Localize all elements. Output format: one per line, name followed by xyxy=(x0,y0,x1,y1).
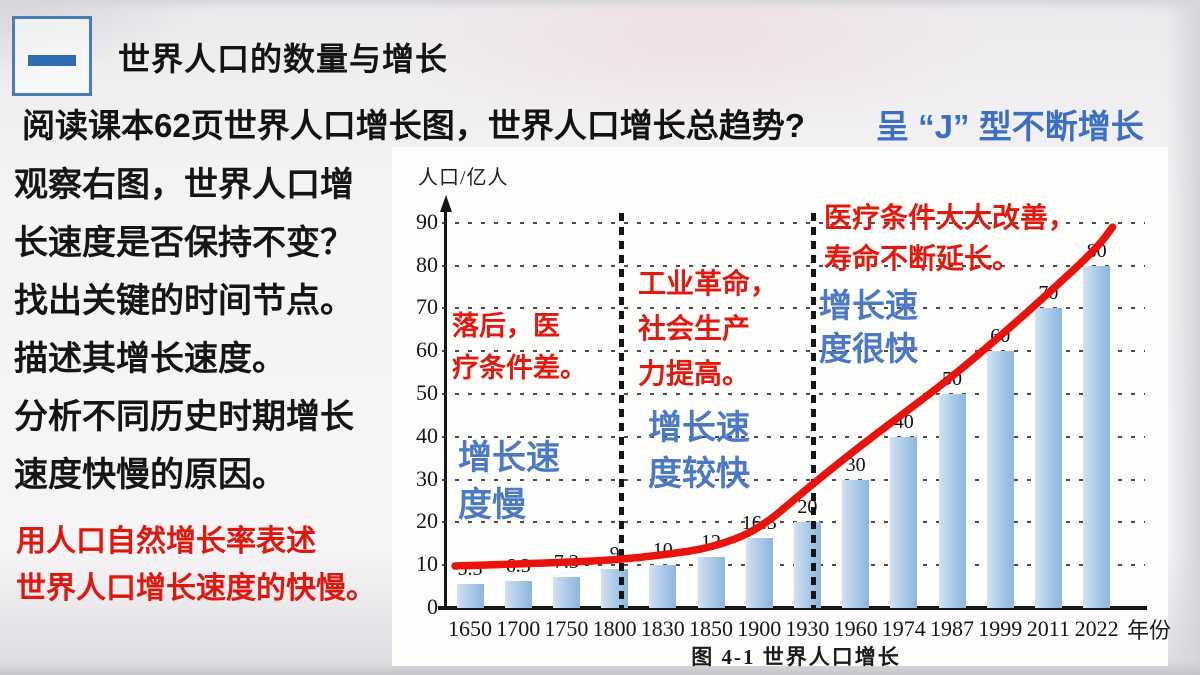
section-number-dash-icon xyxy=(28,55,76,66)
y-axis xyxy=(444,211,447,608)
x-tick-label: 1987 xyxy=(930,616,974,641)
section-number-box xyxy=(12,16,92,96)
observe-instructions: 观察右图，世界人口增 长速度是否保持不变？ 找出关键的时间节点。 描述其增长速度… xyxy=(14,166,354,494)
annotation-industrial-revolution: 工业革命， 社会生产 力提高。 xyxy=(638,268,779,389)
question-text: 阅读课本62页世界人口增长图，世界人口增长总趋势? xyxy=(22,107,805,144)
population-growth-chart: 人口/亿人 年份 图 4-1 世界人口增长 落后，医 疗条件差。 工业革命， 社… xyxy=(392,147,1172,669)
bar xyxy=(890,436,918,608)
x-tick-label: 1930 xyxy=(785,616,830,641)
divider-line xyxy=(811,213,817,608)
y-tick-label: 60 xyxy=(416,337,438,363)
bar xyxy=(456,584,484,608)
x-tick-label: 1900 xyxy=(737,616,782,641)
x-tick-label: 1700 xyxy=(496,616,541,641)
x-tick-label: 1650 xyxy=(448,616,492,641)
bar-value-label: 30 xyxy=(845,453,866,476)
bar xyxy=(745,538,773,608)
bar xyxy=(552,576,580,608)
bar-value-label: 50 xyxy=(942,368,962,390)
y-axis-label: 人口/亿人 xyxy=(418,167,509,189)
answer-text: 呈 “J” 型不断增长 xyxy=(876,108,1144,145)
x-axis-label: 年份 xyxy=(1127,618,1172,643)
y-tick-label: 80 xyxy=(416,251,438,277)
y-tick-label: 50 xyxy=(416,380,438,405)
bar xyxy=(1034,308,1062,608)
bar-value-label: 60 xyxy=(990,325,1011,348)
bar-value-label: 40 xyxy=(893,410,914,433)
x-tick-label: 1999 xyxy=(978,616,1023,641)
bar xyxy=(793,522,821,608)
y-tick-label: 10 xyxy=(416,551,438,577)
bar xyxy=(938,394,966,608)
gridline xyxy=(442,221,1145,224)
bar xyxy=(697,556,725,608)
y-axis-arrow-icon xyxy=(439,195,452,212)
y-tick-label: 90 xyxy=(416,208,438,234)
bar xyxy=(986,351,1014,608)
y-tick-label: 70 xyxy=(416,294,438,320)
annotation-fast-growth: 增长速 度很快 xyxy=(819,287,918,367)
y-tick-label: 30 xyxy=(416,465,438,491)
bar-value-label: 20 xyxy=(797,496,818,519)
growth-rate-note: 用人口自然增长率表述 世界人口增长速度的快慢。 xyxy=(16,525,376,605)
y-tick-label: 0 xyxy=(427,594,438,619)
bar xyxy=(1083,265,1111,608)
x-axis xyxy=(438,606,1147,610)
page-title: 世界人口的数量与增长 xyxy=(118,41,449,77)
x-tick-label: 2022 xyxy=(1074,616,1119,641)
x-tick-label: 1750 xyxy=(544,616,589,641)
x-tick-label: 2011 xyxy=(1026,616,1070,641)
bar xyxy=(649,565,677,608)
x-tick-label: 1960 xyxy=(833,616,878,641)
x-tick-label: 1830 xyxy=(640,616,685,641)
y-tick-label: 20 xyxy=(416,508,438,534)
bar-value-label: 70 xyxy=(1038,282,1059,305)
annotation-backward-medical: 落后，医 疗条件差。 xyxy=(452,311,587,383)
bar xyxy=(842,479,870,608)
chart-caption: 图 4-1 世界人口增长 xyxy=(691,645,901,669)
annotation-faster-growth: 增长速 度较快 xyxy=(648,409,750,493)
y-tick-label: 40 xyxy=(416,422,438,448)
bar xyxy=(504,581,532,608)
bar xyxy=(601,569,629,608)
annotation-improved-medical: 医疗条件大大改善， 寿命不断延长。 xyxy=(824,202,1077,274)
x-tick-label: 1800 xyxy=(592,616,637,641)
x-tick-label: 1974 xyxy=(881,616,926,641)
annotation-slow-growth: 增长速 度慢 xyxy=(458,439,560,524)
x-tick-label: 1850 xyxy=(689,616,733,641)
